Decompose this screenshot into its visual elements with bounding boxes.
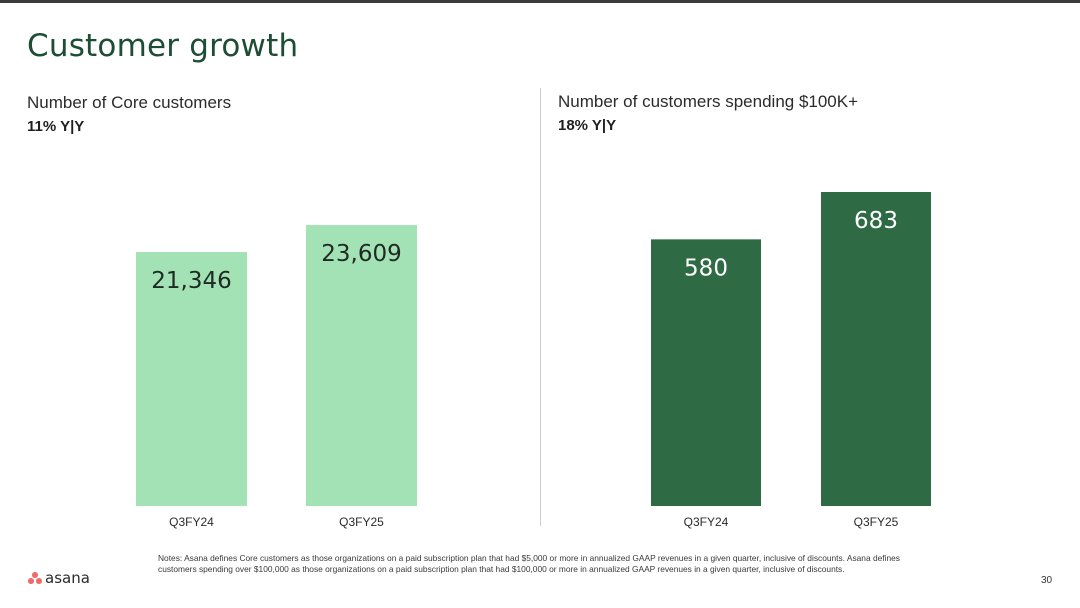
large-customers-chart: 580 Q3FY24 683 Q3FY25 [651, 191, 931, 529]
bar-q3fy25 [821, 191, 931, 506]
bar-value-label: 21,346 [151, 268, 231, 294]
bar-value-label: 683 [854, 208, 898, 234]
bar-value-label: 23,609 [321, 241, 401, 267]
asana-logo: asana [28, 569, 90, 587]
footnotes: Notes: Asana defines Core customers as t… [158, 553, 900, 574]
right-chart-subtitle: Number of customers spending $100K+ [558, 92, 859, 111]
core-customers-chart: 21,346 Q3FY24 23,609 Q3FY25 [136, 225, 417, 529]
asana-logo-text: asana [45, 569, 90, 587]
top-border [0, 0, 1080, 3]
right-chart-yoy: 18% Y|Y [558, 117, 617, 134]
x-tick-label: Q3FY25 [854, 515, 899, 529]
chart-divider [540, 88, 541, 526]
x-tick-label: Q3FY24 [684, 515, 729, 529]
left-chart-subtitle: Number of Core customers [27, 93, 232, 112]
page-title: Customer growth [27, 28, 299, 64]
x-tick-label: Q3FY25 [339, 515, 384, 529]
bar-q3fy24 [651, 239, 761, 506]
page-number: 30 [1041, 575, 1053, 586]
bar-q3fy25 [306, 225, 417, 506]
bar-q3fy24 [136, 251, 247, 506]
bar-value-label: 580 [684, 255, 728, 281]
asana-logo-icon [28, 572, 42, 584]
x-tick-label: Q3FY24 [169, 515, 214, 529]
left-chart-yoy: 11% Y|Y [27, 118, 85, 135]
